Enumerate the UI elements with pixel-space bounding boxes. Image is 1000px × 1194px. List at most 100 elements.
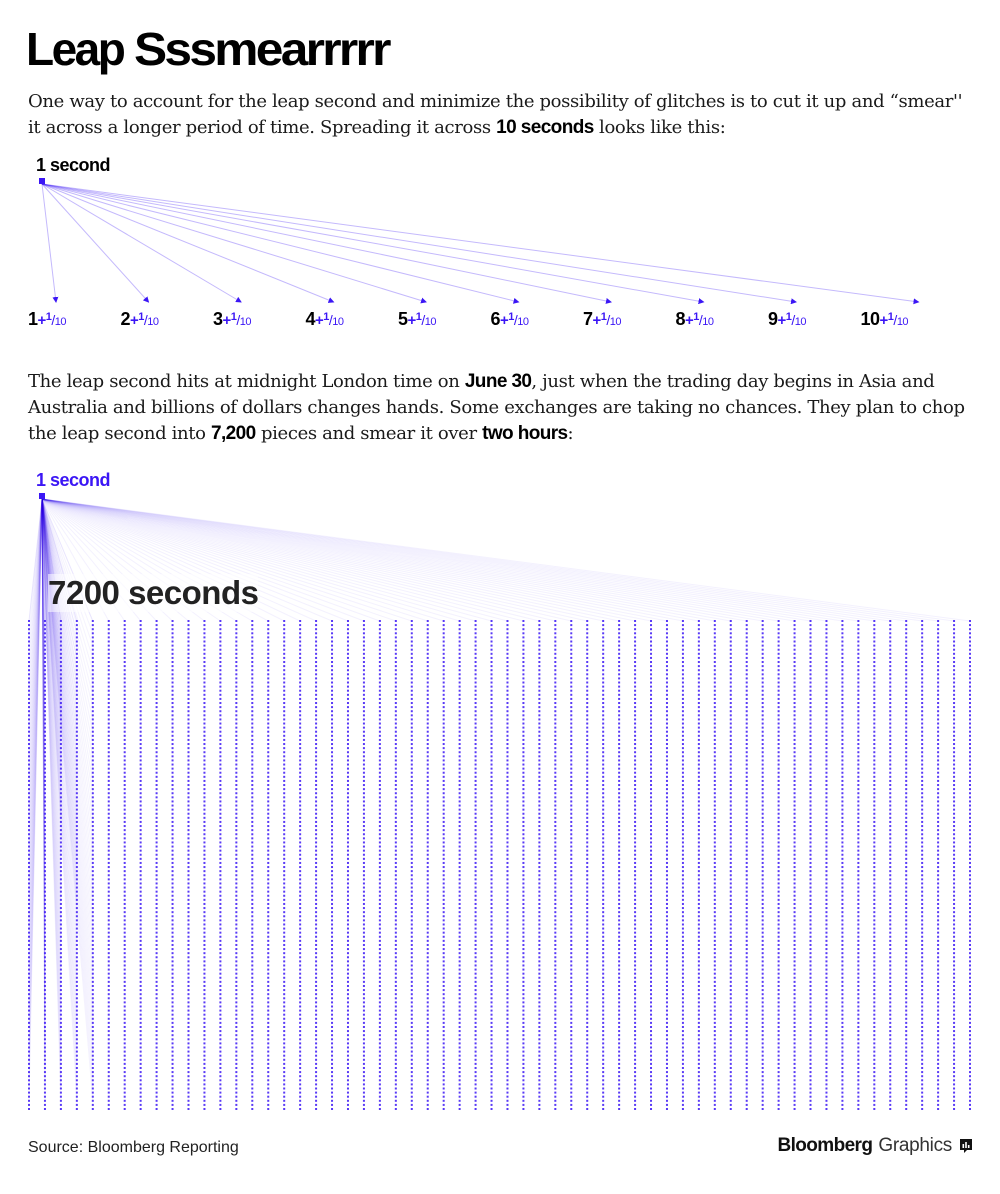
smear-piece xyxy=(442,825,445,828)
smear-piece xyxy=(697,907,700,910)
smear-piece xyxy=(937,636,940,639)
smear-piece xyxy=(873,796,876,799)
smear-piece xyxy=(315,816,318,819)
smear-piece xyxy=(857,743,860,746)
smear-piece xyxy=(857,837,860,840)
smear-piece xyxy=(889,628,892,631)
smear-piece xyxy=(570,706,573,709)
smear-piece xyxy=(474,861,477,864)
smear-piece xyxy=(618,632,621,635)
smear-piece xyxy=(442,743,445,746)
smear-piece xyxy=(905,861,908,864)
smear-piece xyxy=(586,816,589,819)
smear-piece xyxy=(410,644,413,647)
smear-piece xyxy=(618,927,621,930)
smear-piece xyxy=(59,767,62,770)
smear-piece xyxy=(665,829,668,832)
smear-piece xyxy=(793,726,796,729)
smear-piece xyxy=(203,894,206,897)
smear-piece xyxy=(474,812,477,815)
smear-piece xyxy=(267,652,270,655)
smear-piece xyxy=(809,624,812,627)
fan-line-left xyxy=(41,498,62,991)
smear-piece xyxy=(602,812,605,815)
smear-piece xyxy=(394,816,397,819)
smear-piece xyxy=(378,636,381,639)
smear-piece xyxy=(809,919,812,922)
smear-piece xyxy=(394,915,397,918)
smear-piece xyxy=(283,792,286,795)
smear-piece xyxy=(538,689,541,692)
smear-piece xyxy=(474,628,477,631)
smear-piece xyxy=(841,845,844,848)
smear-piece xyxy=(953,812,956,815)
smear-piece xyxy=(809,734,812,737)
smear-piece xyxy=(235,898,238,901)
smear-piece xyxy=(474,820,477,823)
smear-piece xyxy=(745,747,748,750)
smear-piece xyxy=(91,796,94,799)
smear-piece xyxy=(905,763,908,766)
smear-piece xyxy=(139,685,142,688)
smear-piece xyxy=(187,841,190,844)
smear-piece xyxy=(905,640,908,643)
smear-piece xyxy=(953,648,956,651)
smear-piece xyxy=(857,853,860,856)
smear-piece xyxy=(283,685,286,688)
smear-piece xyxy=(235,656,238,659)
smear-piece xyxy=(43,796,46,799)
smear-piece xyxy=(697,628,700,631)
smear-piece xyxy=(251,890,254,893)
smear-piece xyxy=(187,747,190,750)
smear-piece xyxy=(91,747,94,750)
smear-piece xyxy=(905,767,908,770)
smear-piece xyxy=(634,890,637,893)
smear-piece xyxy=(602,747,605,750)
intro-text-2: looks like this: xyxy=(593,117,726,138)
smear-piece xyxy=(219,820,222,823)
smear-piece xyxy=(187,833,190,836)
smear-piece xyxy=(315,857,318,860)
smear-piece xyxy=(474,706,477,709)
smear-piece xyxy=(426,935,429,938)
smear-piece xyxy=(522,624,525,627)
fan-line-left xyxy=(41,498,62,954)
smear-piece xyxy=(889,685,892,688)
smear-piece xyxy=(171,820,174,823)
smear-piece xyxy=(107,829,110,832)
smear-piece xyxy=(490,697,493,700)
smear-piece xyxy=(650,898,653,901)
smear-piece xyxy=(346,911,349,914)
smear-piece xyxy=(203,751,206,754)
smear-piece xyxy=(410,812,413,815)
smear-piece xyxy=(378,775,381,778)
smear-piece xyxy=(394,808,397,811)
smear-piece xyxy=(362,919,365,922)
smear-piece xyxy=(346,693,349,696)
smear-piece xyxy=(235,841,238,844)
smear-piece xyxy=(426,923,429,926)
smear-piece xyxy=(107,652,110,655)
smear-piece xyxy=(235,677,238,680)
smear-piece xyxy=(650,919,653,922)
smear-piece xyxy=(713,804,716,807)
smear-piece xyxy=(219,710,222,713)
smear-piece xyxy=(969,620,971,622)
smear-piece xyxy=(43,882,46,885)
smear-piece xyxy=(522,747,525,750)
smear-piece xyxy=(458,636,461,639)
smear-piece xyxy=(969,673,971,676)
smear-piece xyxy=(394,939,397,942)
smear-piece xyxy=(362,693,365,696)
smear-piece xyxy=(937,927,940,930)
smear-piece xyxy=(187,751,190,754)
smear-piece xyxy=(857,710,860,713)
smear-piece xyxy=(139,706,142,709)
smear-piece xyxy=(522,898,525,901)
smear-piece xyxy=(522,923,525,926)
smear-piece xyxy=(394,886,397,889)
smear-piece xyxy=(506,866,509,869)
smear-piece xyxy=(665,874,668,877)
smear-piece xyxy=(203,718,206,721)
smear-piece xyxy=(171,857,174,860)
